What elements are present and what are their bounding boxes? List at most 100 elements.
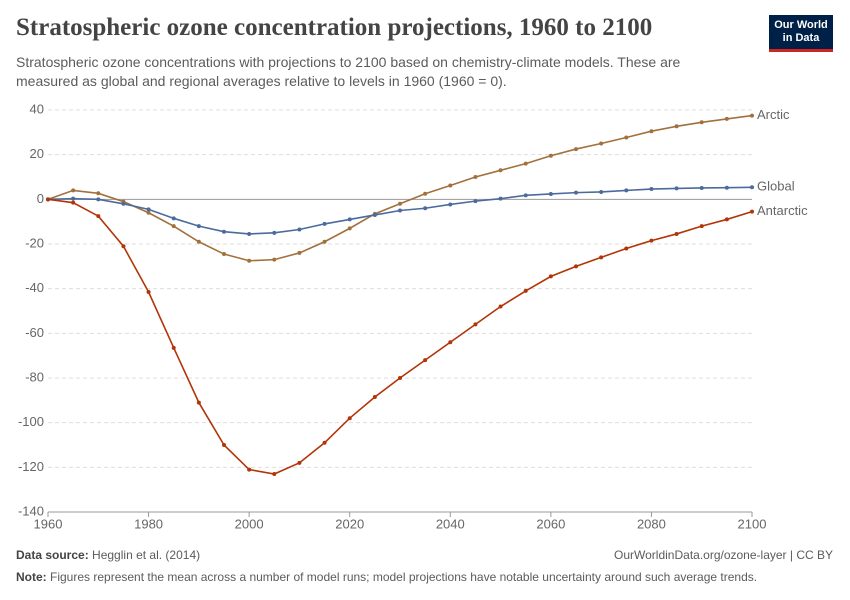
- data-point: [674, 231, 679, 236]
- data-point: [448, 202, 453, 207]
- logo-line: Our World: [774, 19, 828, 31]
- data-point: [96, 214, 101, 219]
- data-point: [196, 224, 201, 229]
- data-point: [398, 208, 402, 213]
- data-point: [674, 124, 679, 129]
- data-point: [272, 472, 277, 477]
- data-point: [624, 188, 629, 193]
- data-point: [247, 467, 252, 472]
- data-point: [699, 185, 704, 190]
- x-tick-label: 2060: [536, 516, 565, 531]
- data-point: [574, 264, 578, 269]
- data-point: [498, 304, 503, 309]
- data-point: [347, 416, 352, 421]
- data-point: [398, 201, 402, 206]
- data-point: [473, 322, 478, 327]
- series-label: Antarctic: [757, 203, 808, 218]
- data-point: [121, 201, 126, 206]
- data-point: [599, 189, 604, 194]
- source-label: Data source:: [16, 548, 89, 562]
- data-point: [46, 197, 50, 202]
- note: Note: Figures represent the mean across …: [16, 570, 757, 584]
- data-point: [322, 239, 327, 244]
- data-point: [523, 193, 528, 198]
- logo[interactable]: Our World in Data: [769, 15, 833, 52]
- data-point: [548, 274, 553, 279]
- data-point: [699, 120, 704, 125]
- y-tick-label: -60: [25, 325, 44, 340]
- y-tick-label: 20: [30, 146, 44, 161]
- data-point: [423, 191, 428, 196]
- data-point: [599, 141, 604, 146]
- data-point: [372, 394, 377, 399]
- x-tick-label: 2080: [637, 516, 666, 531]
- data-point: [724, 116, 729, 121]
- data-point: [171, 216, 176, 221]
- data-point: [71, 188, 76, 193]
- x-tick-label: 2020: [335, 516, 364, 531]
- x-tick-label: 2000: [235, 516, 264, 531]
- y-tick-label: -120: [18, 459, 44, 474]
- data-point: [750, 185, 754, 190]
- data-point: [448, 340, 453, 345]
- y-tick-label: -80: [25, 369, 44, 384]
- data-point: [398, 376, 402, 380]
- data-point: [498, 196, 503, 201]
- data-point: [121, 244, 126, 249]
- y-tick-label: -140: [18, 503, 44, 518]
- data-point: [523, 161, 528, 166]
- data-point: [448, 183, 453, 188]
- data-point: [96, 197, 101, 202]
- data-point: [473, 199, 478, 204]
- data-point: [247, 258, 252, 263]
- data-point: [548, 191, 553, 196]
- data-point: [146, 207, 151, 212]
- data-point: [272, 257, 277, 262]
- series-label: Arctic: [757, 107, 790, 122]
- data-point: [548, 153, 553, 158]
- data-point: [297, 460, 302, 465]
- data-point: [498, 168, 503, 173]
- data-point: [297, 250, 302, 255]
- subtitle: Stratospheric ozone concentrations with …: [16, 54, 681, 89]
- note-text: Figures represent the mean across a numb…: [50, 570, 758, 584]
- data-point: [222, 252, 226, 257]
- title: Stratospheric ozone concentration projec…: [16, 14, 653, 41]
- data-point: [423, 358, 428, 363]
- data-point: [649, 238, 654, 243]
- data-point: [750, 209, 754, 214]
- source-text: Hegglin et al. (2014): [92, 548, 201, 562]
- data-point: [624, 246, 629, 251]
- logo-line: in Data: [782, 32, 820, 44]
- y-tick-label: -100: [18, 414, 44, 429]
- note-label: Note:: [16, 570, 47, 584]
- data-point: [523, 288, 528, 293]
- y-tick-label: 40: [30, 101, 44, 116]
- data-point: [196, 239, 201, 244]
- data-point: [196, 400, 201, 405]
- data-point: [574, 190, 578, 195]
- data-point: [322, 440, 327, 445]
- x-tick-label: 2040: [436, 516, 465, 531]
- data-point: [624, 135, 629, 140]
- url[interactable]: OurWorldinData.org/ozone-layer | CC BY: [614, 548, 833, 562]
- source: Data source: Hegglin et al. (2014): [16, 548, 200, 562]
- y-tick-label: -40: [25, 280, 44, 295]
- data-point: [372, 212, 377, 217]
- data-point: [599, 255, 604, 260]
- data-point: [71, 196, 76, 201]
- x-tick-label: 1980: [134, 516, 163, 531]
- y-tick-label: 0: [37, 191, 44, 206]
- data-point: [71, 200, 76, 205]
- data-point: [724, 185, 729, 190]
- data-point: [347, 226, 352, 231]
- data-point: [247, 231, 252, 236]
- data-point: [146, 210, 151, 215]
- series-line: [47, 198, 753, 475]
- data-point: [423, 206, 428, 211]
- data-point: [347, 217, 352, 222]
- data-point: [750, 113, 754, 118]
- data-point: [96, 191, 101, 196]
